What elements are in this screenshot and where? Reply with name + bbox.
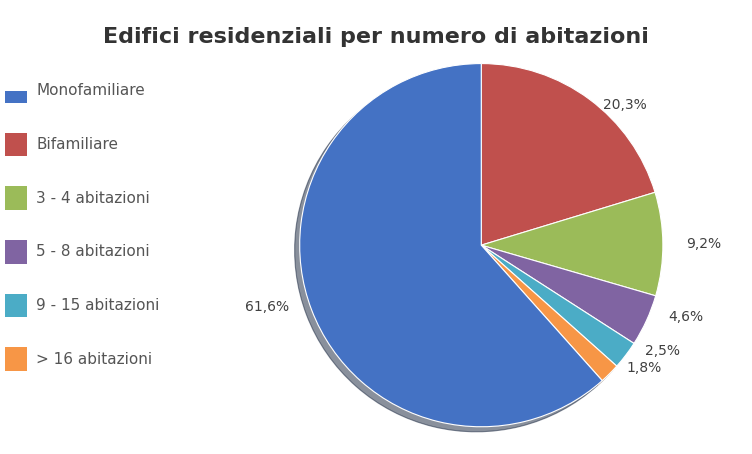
FancyBboxPatch shape <box>5 79 27 103</box>
Text: 4,6%: 4,6% <box>668 311 703 325</box>
Text: 3 - 4 abitazioni: 3 - 4 abitazioni <box>36 191 150 206</box>
Wedge shape <box>481 245 656 343</box>
FancyBboxPatch shape <box>5 347 27 371</box>
Text: Edifici residenziali per numero di abitazioni: Edifici residenziali per numero di abita… <box>103 27 649 47</box>
FancyBboxPatch shape <box>5 240 27 264</box>
Wedge shape <box>300 64 602 427</box>
Text: > 16 abitazioni: > 16 abitazioni <box>36 351 152 366</box>
Text: Monofamiliare: Monofamiliare <box>36 83 145 99</box>
Wedge shape <box>481 245 617 380</box>
Text: 9,2%: 9,2% <box>687 237 722 251</box>
FancyBboxPatch shape <box>5 186 27 210</box>
Text: 61,6%: 61,6% <box>245 301 290 314</box>
Text: 20,3%: 20,3% <box>603 98 647 112</box>
Wedge shape <box>481 64 655 245</box>
Text: 2,5%: 2,5% <box>644 344 680 358</box>
Wedge shape <box>481 192 663 296</box>
Text: 1,8%: 1,8% <box>626 361 662 375</box>
Text: 5 - 8 abitazioni: 5 - 8 abitazioni <box>36 244 150 259</box>
FancyBboxPatch shape <box>5 133 27 156</box>
Text: 9 - 15 abitazioni: 9 - 15 abitazioni <box>36 298 159 313</box>
FancyBboxPatch shape <box>5 294 27 317</box>
Wedge shape <box>481 245 634 366</box>
Text: Bifamiliare: Bifamiliare <box>36 137 118 152</box>
